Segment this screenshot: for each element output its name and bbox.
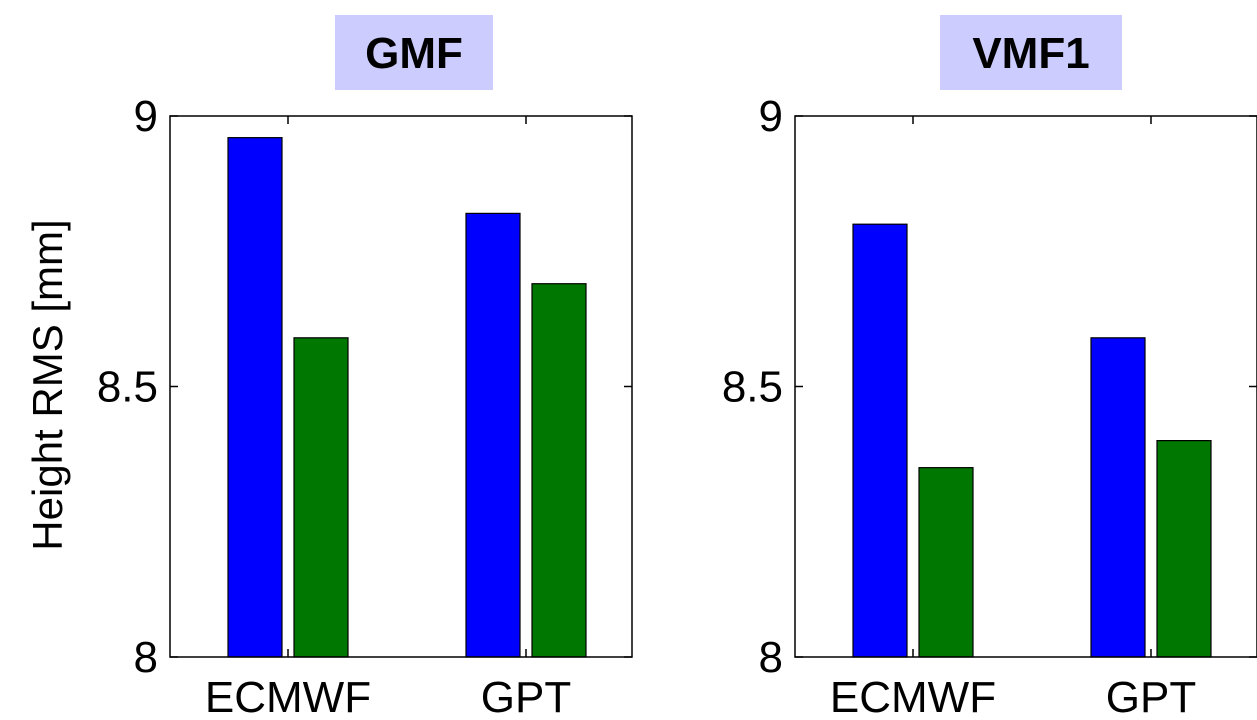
bar-ecmwf-series-2 [918, 467, 974, 658]
chart-panel-gmf: GMF 88.59 ECMWF GPT [97, 15, 633, 720]
category-labels: ECMWF GPT [205, 673, 571, 720]
bar-gpt-series-1 [465, 212, 521, 658]
y-tick-labels: 88.59 [722, 92, 783, 682]
y-tick-label: 8.5 [722, 363, 783, 412]
y-tick-labels: 88.59 [97, 92, 158, 682]
category-label: GPT [1106, 673, 1196, 720]
bar-ecmwf-series-1 [852, 223, 908, 658]
bar-ecmwf-series-1 [227, 137, 283, 658]
chart-panel-vmf1: VMF1 88.59 ECMWF GPT [722, 15, 1257, 720]
y-tick-label: 9 [759, 92, 783, 141]
y-tick-label: 9 [134, 92, 158, 141]
bars-group [852, 223, 1212, 658]
category-label: ECMWF [205, 673, 371, 720]
chart-title-box [940, 15, 1122, 90]
category-labels: ECMWF GPT [830, 673, 1196, 720]
ticks-group [795, 115, 1257, 658]
category-label: ECMWF [830, 673, 996, 720]
y-tick-label: 8 [134, 633, 158, 682]
bar-gpt-series-1 [1090, 337, 1146, 658]
bar-gpt-series-2 [1156, 440, 1212, 658]
y-tick-label: 8.5 [97, 363, 158, 412]
y-tick-label: 8 [759, 633, 783, 682]
chart-title-box [335, 15, 493, 90]
bar-ecmwf-series-2 [293, 337, 349, 658]
ticks-group [170, 115, 632, 658]
chart-title: GMF [365, 29, 463, 78]
category-label: GPT [481, 673, 571, 720]
y-axis-label: Height RMS [mm] [24, 219, 71, 550]
chart-title: VMF1 [972, 29, 1089, 78]
bars-group [227, 137, 587, 658]
bar-gpt-series-2 [531, 283, 587, 658]
